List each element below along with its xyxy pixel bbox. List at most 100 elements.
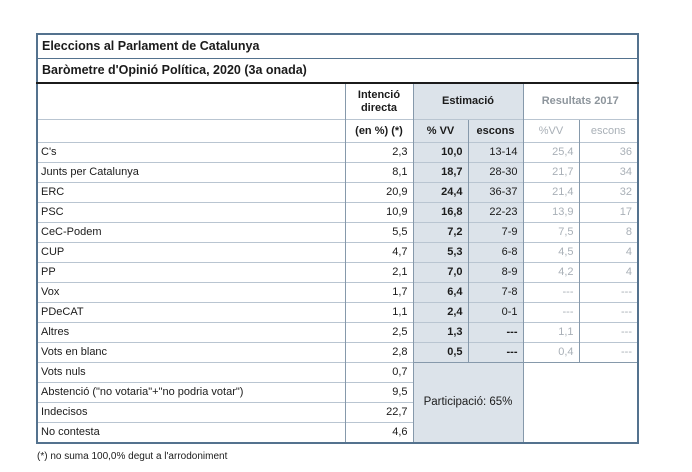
- party-name-cell: Vots en blanc: [37, 342, 345, 363]
- resultats-2017-empty-cell: [522, 362, 639, 443]
- intencio-directa-cell: 2,5: [344, 322, 413, 343]
- resultats-2017-escons-cell: ---: [578, 322, 639, 343]
- subheader-estimacio-vv: % VV: [412, 119, 468, 143]
- estimacio-vv-cell: 1,3: [412, 322, 468, 343]
- col-header-estimacio: Estimació: [412, 83, 523, 120]
- intencio-directa-cell: 1,1: [344, 302, 413, 323]
- estimacio-vv-cell: 7,2: [412, 222, 468, 243]
- estimacio-escons-cell: 22-23: [467, 202, 523, 223]
- estimacio-vv-cell: 2,4: [412, 302, 468, 323]
- resultats-2017-escons-cell: 32: [578, 182, 639, 203]
- estimacio-escons-cell: 8-9: [467, 262, 523, 283]
- resultats-2017-escons-cell: 4: [578, 242, 639, 263]
- estimacio-escons-cell: ---: [467, 322, 523, 343]
- resultats-2017-vv-cell: 1,1: [522, 322, 579, 343]
- party-name-cell: Vots nuls: [37, 362, 345, 383]
- resultats-2017-vv-cell: 4,5: [522, 242, 579, 263]
- intencio-directa-cell: 2,3: [344, 142, 413, 163]
- table-row: Junts per Catalunya 8,1 18,7 28-30 21,7 34: [37, 162, 639, 183]
- page-title: Eleccions al Parlament de Catalunya: [37, 34, 639, 59]
- intencio-directa-cell: 2,1: [344, 262, 413, 283]
- table-row: CeC-Podem 5,5 7,2 7-9 7,5 8: [37, 222, 639, 243]
- table-row: ERC 20,9 24,4 36-37 21,4 32: [37, 182, 639, 203]
- estimacio-vv-cell: 10,0: [412, 142, 468, 163]
- estimacio-vv-cell: 0,5: [412, 342, 468, 363]
- subheader-estimacio-escons: escons: [467, 119, 523, 143]
- estimacio-escons-cell: 6-8: [467, 242, 523, 263]
- intencio-directa-cell: 8,1: [344, 162, 413, 183]
- corner-cell-2: [37, 119, 345, 143]
- estimacio-vv-cell: 7,0: [412, 262, 468, 283]
- intencio-directa-cell: 5,5: [344, 222, 413, 243]
- estimacio-escons-cell: 28-30: [467, 162, 523, 183]
- intencio-directa-cell: 10,9: [344, 202, 413, 223]
- intencio-directa-cell: 9,5: [344, 382, 413, 403]
- resultats-2017-escons-cell: ---: [578, 342, 639, 363]
- participation-cell: Participació: 65%: [412, 362, 523, 443]
- intencio-directa-cell: 20,9: [344, 182, 413, 203]
- estimacio-escons-cell: ---: [467, 342, 523, 363]
- party-name-cell: C's: [37, 142, 345, 163]
- table-row: Vots nuls 0,7 Participació: 65%: [37, 362, 639, 443]
- resultats-2017-vv-cell: 25,4: [522, 142, 579, 163]
- party-name-cell: ERC: [37, 182, 345, 203]
- report-page: Eleccions al Parlament de Catalunya Barò…: [36, 33, 640, 462]
- subheader-en-percent: (en %) (*): [344, 119, 413, 143]
- intencio-directa-cell: 4,7: [344, 242, 413, 263]
- corner-cell: [37, 83, 345, 120]
- party-name-cell: Indecisos: [37, 402, 345, 423]
- table-body: C's 2,3 10,0 13-14 25,4 36 Junts per Catalunya…: [37, 142, 639, 443]
- party-name-cell: Vox: [37, 282, 345, 303]
- resultats-2017-escons-cell: 4: [578, 262, 639, 283]
- resultats-2017-vv-cell: 21,7: [522, 162, 579, 183]
- party-name-cell: PDeCAT: [37, 302, 345, 323]
- table-row: Vox 1,7 6,4 7-8 --- ---: [37, 282, 639, 303]
- estimacio-escons-cell: 7-8: [467, 282, 523, 303]
- resultats-2017-escons-cell: 36: [578, 142, 639, 163]
- party-name-cell: PSC: [37, 202, 345, 223]
- subheader-2017-vv: %VV: [522, 119, 579, 143]
- intencio-directa-cell: 22,7: [344, 402, 413, 423]
- table-row: C's 2,3 10,0 13-14 25,4 36: [37, 142, 639, 163]
- estimacio-vv-cell: 18,7: [412, 162, 468, 183]
- header-row-groups: Intenció directa Estimació Resultats 201…: [37, 83, 639, 120]
- party-name-cell: CeC-Podem: [37, 222, 345, 243]
- party-name-cell: Altres: [37, 322, 345, 343]
- estimacio-vv-cell: 24,4: [412, 182, 468, 203]
- estimacio-escons-cell: 36-37: [467, 182, 523, 203]
- footnote: (*) no suma 100,0% degut a l'arrodonimen…: [37, 451, 228, 462]
- resultats-2017-vv-cell: 7,5: [522, 222, 579, 243]
- resultats-2017-escons-cell: 17: [578, 202, 639, 223]
- page-subtitle: Baròmetre d'Opinió Política, 2020 (3a on…: [37, 58, 639, 84]
- party-name-cell: PP: [37, 262, 345, 283]
- resultats-2017-vv-cell: 21,4: [522, 182, 579, 203]
- estimacio-vv-cell: 16,8: [412, 202, 468, 223]
- estimacio-escons-cell: 13-14: [467, 142, 523, 163]
- intencio-directa-cell: 2,8: [344, 342, 413, 363]
- estimacio-escons-cell: 7-9: [467, 222, 523, 243]
- table-row: PP 2,1 7,0 8-9 4,2 4: [37, 262, 639, 283]
- resultats-2017-vv-cell: ---: [522, 302, 579, 323]
- subheader-2017-escons: escons: [578, 119, 639, 143]
- resultats-2017-escons-cell: 8: [578, 222, 639, 243]
- intencio-directa-cell: 0,7: [344, 362, 413, 383]
- estimacio-vv-cell: 6,4: [412, 282, 468, 303]
- party-name-cell: Abstenció ("no votaria"+"no podria votar…: [37, 382, 345, 403]
- results-table: Eleccions al Parlament de Catalunya Barò…: [36, 33, 640, 444]
- resultats-2017-vv-cell: 4,2: [522, 262, 579, 283]
- resultats-2017-escons-cell: ---: [578, 302, 639, 323]
- table-row: PDeCAT 1,1 2,4 0-1 --- ---: [37, 302, 639, 323]
- party-name-cell: No contesta: [37, 422, 345, 443]
- table-row: Vots en blanc 2,8 0,5 --- 0,4 ---: [37, 342, 639, 363]
- header-row-sub: (en %) (*) % VV escons %VV escons: [37, 119, 639, 143]
- intencio-directa-cell: 1,7: [344, 282, 413, 303]
- resultats-2017-escons-cell: ---: [578, 282, 639, 303]
- table-row: Altres 2,5 1,3 --- 1,1 ---: [37, 322, 639, 343]
- party-name-cell: CUP: [37, 242, 345, 263]
- resultats-2017-vv-cell: 0,4: [522, 342, 579, 363]
- title-row: Eleccions al Parlament de Catalunya: [37, 34, 639, 59]
- intencio-directa-cell: 4,6: [344, 422, 413, 443]
- estimacio-vv-cell: 5,3: [412, 242, 468, 263]
- table-row: Indecisos 22,7: [37, 402, 638, 423]
- resultats-2017-vv-cell: ---: [522, 282, 579, 303]
